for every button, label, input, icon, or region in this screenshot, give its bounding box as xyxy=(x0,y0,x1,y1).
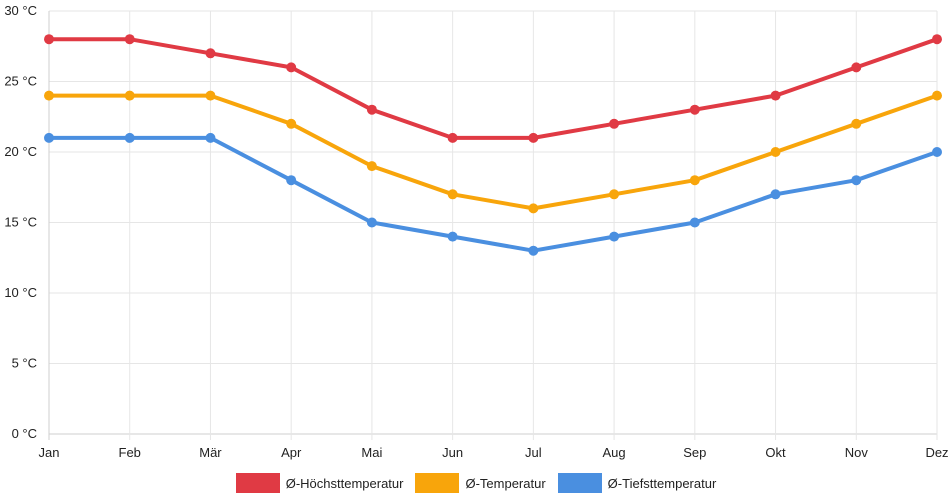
y-axis: 0 °C 5 °C 10 °C 15 °C 20 °C 25 °C 30 °C xyxy=(4,3,37,441)
y-tick-label: 5 °C xyxy=(12,356,37,371)
data-point[interactable] xyxy=(124,34,135,45)
data-point[interactable] xyxy=(770,189,781,200)
x-tick-label: Jul xyxy=(525,445,542,460)
data-point[interactable] xyxy=(366,217,377,228)
x-tick-label: Dez xyxy=(925,445,948,460)
y-tick-label: 25 °C xyxy=(4,74,37,89)
series-lines xyxy=(44,34,942,256)
data-point[interactable] xyxy=(286,175,297,186)
data-point[interactable] xyxy=(205,48,216,59)
data-point[interactable] xyxy=(528,132,539,143)
data-point[interactable] xyxy=(851,62,862,73)
data-point[interactable] xyxy=(44,90,54,101)
data-point[interactable] xyxy=(932,90,942,101)
x-tick-label: Okt xyxy=(765,445,786,460)
data-point[interactable] xyxy=(447,231,458,242)
x-tick-label: Mai xyxy=(361,445,382,460)
x-tick-label: Sep xyxy=(683,445,706,460)
data-point[interactable] xyxy=(205,90,216,101)
data-point[interactable] xyxy=(689,217,700,228)
data-point[interactable] xyxy=(851,175,862,186)
legend-label: Ø-Temperatur xyxy=(465,475,546,491)
temperature-line-chart: 0 °C 5 °C 10 °C 15 °C 20 °C 25 °C 30 °C Jan Feb… xyxy=(4,3,949,460)
data-point[interactable] xyxy=(447,132,458,143)
legend: Ø-Höchsttemperatur Ø-Temperatur Ø-Tiefstte… xyxy=(0,472,952,494)
x-axis: Jan Feb Mär Apr Mai Jun Jul Aug Sep Okt Nov Dez xyxy=(39,445,949,460)
data-point[interactable] xyxy=(932,147,942,157)
y-tick-label: 10 °C xyxy=(4,285,37,300)
legend-swatch xyxy=(415,473,460,493)
x-tick-label: Nov xyxy=(845,445,869,460)
legend-swatch xyxy=(557,473,602,493)
data-point[interactable] xyxy=(770,147,781,157)
data-point[interactable] xyxy=(689,175,700,186)
grid-lines xyxy=(48,10,938,440)
data-point[interactable] xyxy=(124,90,135,101)
data-point[interactable] xyxy=(851,118,862,129)
legend-item[interactable]: Ø-Tiefsttemperatur xyxy=(557,473,717,493)
data-point[interactable] xyxy=(205,132,216,143)
series-line xyxy=(47,135,939,253)
legend-item[interactable]: Ø-Höchsttemperatur xyxy=(235,473,404,493)
x-tick-label: Apr xyxy=(281,445,302,460)
data-point[interactable] xyxy=(44,132,54,143)
data-point[interactable] xyxy=(366,161,377,172)
data-point[interactable] xyxy=(366,104,377,115)
legend-label: Ø-Tiefsttemperatur xyxy=(607,475,717,491)
data-point[interactable] xyxy=(44,34,54,45)
x-tick-label: Mär xyxy=(199,445,222,460)
data-point[interactable] xyxy=(286,62,297,73)
data-point[interactable] xyxy=(609,118,620,129)
x-tick-label: Aug xyxy=(603,445,626,460)
series-line xyxy=(47,93,939,211)
data-point[interactable] xyxy=(770,90,781,101)
data-point[interactable] xyxy=(932,34,942,45)
x-tick-label: Jun xyxy=(442,445,463,460)
legend-label: Ø-Höchsttemperatur xyxy=(285,475,404,491)
data-point[interactable] xyxy=(528,245,539,256)
y-tick-label: 0 °C xyxy=(12,426,37,441)
data-point[interactable] xyxy=(528,203,539,214)
legend-swatch xyxy=(235,473,280,493)
data-point[interactable] xyxy=(124,132,135,143)
x-tick-label: Jan xyxy=(39,445,60,460)
series-line xyxy=(47,37,939,140)
data-point[interactable] xyxy=(286,118,297,129)
data-point[interactable] xyxy=(447,189,458,200)
data-point[interactable] xyxy=(609,189,620,200)
x-tick-label: Feb xyxy=(119,445,141,460)
data-point[interactable] xyxy=(609,231,620,242)
data-point[interactable] xyxy=(689,104,700,115)
y-tick-label: 15 °C xyxy=(4,215,37,230)
y-tick-label: 30 °C xyxy=(4,3,37,18)
y-tick-label: 20 °C xyxy=(4,144,37,159)
legend-item[interactable]: Ø-Temperatur xyxy=(415,473,546,493)
